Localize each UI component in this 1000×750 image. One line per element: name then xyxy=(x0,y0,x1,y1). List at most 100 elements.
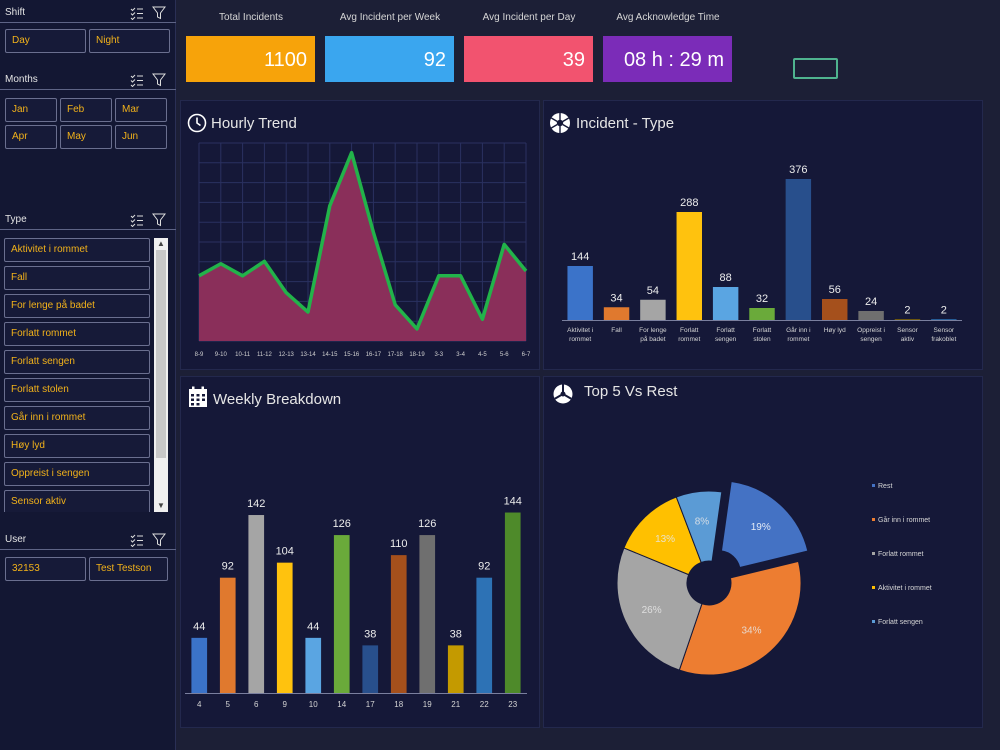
clear-filter-icon[interactable] xyxy=(152,6,166,20)
incident-type-bar xyxy=(603,307,630,320)
weekly-category-label: 10 xyxy=(309,700,318,709)
weekly-breakdown-title: Weekly Breakdown xyxy=(213,391,342,408)
pie-slice xyxy=(720,480,809,569)
weekly-data-label: 92 xyxy=(222,561,234,573)
shift-tile-day[interactable]: Day xyxy=(5,29,86,53)
type-slicer-title: Type xyxy=(5,214,27,225)
month-tile-feb[interactable]: Feb xyxy=(60,98,112,122)
outline-button[interactable] xyxy=(793,58,838,79)
category-label-line: rommet xyxy=(569,336,591,343)
weekly-category-label: 18 xyxy=(394,700,403,709)
hourly-tick-label: 17-18 xyxy=(388,352,404,358)
category-label-line: frakoblet xyxy=(931,336,956,343)
incident-type-bar xyxy=(640,299,666,320)
shift-slicer: Shift Day Night xyxy=(0,3,176,53)
category-label-line: Forlatt xyxy=(680,327,699,334)
month-tile-may[interactable]: May xyxy=(60,125,112,149)
legend-label: Går inn i rommet xyxy=(878,516,930,524)
kpi-avg-acknowledge-time: 08 h : 29 m xyxy=(603,36,732,82)
type-tile[interactable]: Sensor aktiv xyxy=(4,490,150,512)
weekly-category-label: 22 xyxy=(480,700,489,709)
weekly-breakdown-chart: 4449251426104944101261438171101812619382… xyxy=(185,496,527,709)
category-label-line: rommet xyxy=(787,336,809,343)
weekly-bar xyxy=(419,535,436,693)
incident-type-data-label: 376 xyxy=(789,164,807,176)
pie-value-label: 13% xyxy=(655,534,675,545)
type-tile[interactable]: Forlatt stolen xyxy=(4,378,150,402)
aperture-icon xyxy=(550,113,570,133)
incident-type-category-label: Fall xyxy=(611,327,622,334)
category-label-line: stolen xyxy=(753,336,771,343)
incident-type-category-label: Forlatt stolen xyxy=(753,327,772,343)
type-tile[interactable]: Høy lyd xyxy=(4,434,150,458)
month-tile-jun[interactable]: Jun xyxy=(115,125,167,149)
type-tile[interactable]: Forlatt sengen xyxy=(4,350,150,374)
kpi-label-day: Avg Incident per Day xyxy=(482,12,576,23)
incident-type-data-label: 144 xyxy=(571,251,589,263)
shift-tile-night[interactable]: Night xyxy=(89,29,170,53)
category-label-line: rommet xyxy=(678,336,700,343)
user-tile-name[interactable]: Test Testson xyxy=(89,557,168,581)
scroll-down-arrow-icon[interactable]: ▼ xyxy=(157,501,165,510)
user-tile-id[interactable]: 32153 xyxy=(5,557,86,581)
legend-swatch xyxy=(872,586,875,589)
top5-pie-chart: 19% 34% 26% 13% 8% Rest Går inn i rommet Forlat… xyxy=(616,480,932,676)
clear-filter-icon[interactable] xyxy=(152,533,166,547)
multi-select-icon[interactable] xyxy=(130,6,144,20)
month-tile-jan[interactable]: Jan xyxy=(5,98,57,122)
incident-type-category-label: Sensor frakoblet xyxy=(931,327,956,343)
multi-select-icon[interactable] xyxy=(130,213,144,227)
scrollbar-thumb[interactable] xyxy=(156,250,166,458)
clear-filter-icon[interactable] xyxy=(152,73,166,87)
category-label-line: sengen xyxy=(715,336,737,343)
category-label-line: Forlatt xyxy=(753,327,772,334)
multi-select-icon[interactable] xyxy=(130,533,144,547)
weekly-category-label: 19 xyxy=(423,700,432,709)
type-tile[interactable]: Forlatt rommet xyxy=(4,322,150,346)
top5-panel: Top 5 Vs Rest 19% 34% 26% 13% 8% Rest Går inn … xyxy=(543,376,983,728)
pie-chart-icon xyxy=(553,384,573,404)
scroll-up-arrow-icon[interactable]: ▲ xyxy=(157,239,165,248)
type-slicer-header: Type xyxy=(0,210,176,230)
type-tile[interactable]: Aktivitet i rommet xyxy=(4,238,150,262)
weekly-data-label: 92 xyxy=(478,561,490,573)
incident-type-data-label: 88 xyxy=(720,272,732,284)
clear-filter-icon[interactable] xyxy=(152,213,166,227)
type-list-scrollbar[interactable]: ▲ ▼ xyxy=(154,238,168,512)
month-tile-mar[interactable]: Mar xyxy=(115,98,167,122)
weekly-category-label: 5 xyxy=(226,700,231,709)
legend-label: Forlatt sengen xyxy=(878,619,923,626)
incident-type-chart: 144 Aktivitet i rommet 34 Fall 54 For lenge på … xyxy=(562,164,962,343)
hourly-tick-label: 3-4 xyxy=(456,352,465,358)
incident-type-category-label: Går inn i rommet xyxy=(786,326,811,343)
kpi-avg-per-week: 92 xyxy=(325,36,454,82)
pie-slice xyxy=(675,490,723,564)
incident-type-data-label: 24 xyxy=(865,296,877,308)
weekly-data-label: 144 xyxy=(504,496,522,508)
type-tile[interactable]: Fall xyxy=(4,266,150,290)
multi-select-icon[interactable] xyxy=(130,73,144,87)
type-slicer: Type Aktivitet i rommet Fall For lenge p… xyxy=(0,210,176,512)
hourly-tick-label: 16-17 xyxy=(366,352,382,358)
type-tile[interactable]: Går inn i rommet xyxy=(4,406,150,430)
month-tile-apr[interactable]: Apr xyxy=(5,125,57,149)
user-slicer-title: User xyxy=(5,534,27,545)
weekly-breakdown-panel: Weekly Breakdown 44 4 92 5 142 6 104 9 44 10 126 14… xyxy=(180,376,540,728)
hourly-tick-label: 14-15 xyxy=(322,352,338,358)
kpi-label-total: Total Incidents xyxy=(219,12,283,23)
pie-value-label: 19% xyxy=(751,522,771,533)
weekly-data-label: 44 xyxy=(307,621,319,633)
pie-value-label: 26% xyxy=(642,605,662,616)
weekly-category-label: 6 xyxy=(254,700,259,709)
type-tile[interactable]: For lenge på badet xyxy=(4,294,150,318)
hourly-line xyxy=(198,150,528,331)
incident-type-data-label: 2 xyxy=(904,304,910,316)
incident-type-data-label: 2 xyxy=(941,304,947,316)
pie-slice xyxy=(678,560,802,676)
weekly-data-label: 38 xyxy=(450,628,462,640)
hourly-trend-title: Hourly Trend xyxy=(211,115,297,132)
kpi-label-week: Avg Incident per Week xyxy=(339,12,441,23)
type-list[interactable]: Aktivitet i rommet Fall For lenge på bad… xyxy=(4,238,152,512)
hourly-tick-label: 11-12 xyxy=(257,352,273,358)
type-tile[interactable]: Oppreist i sengen xyxy=(4,462,150,486)
